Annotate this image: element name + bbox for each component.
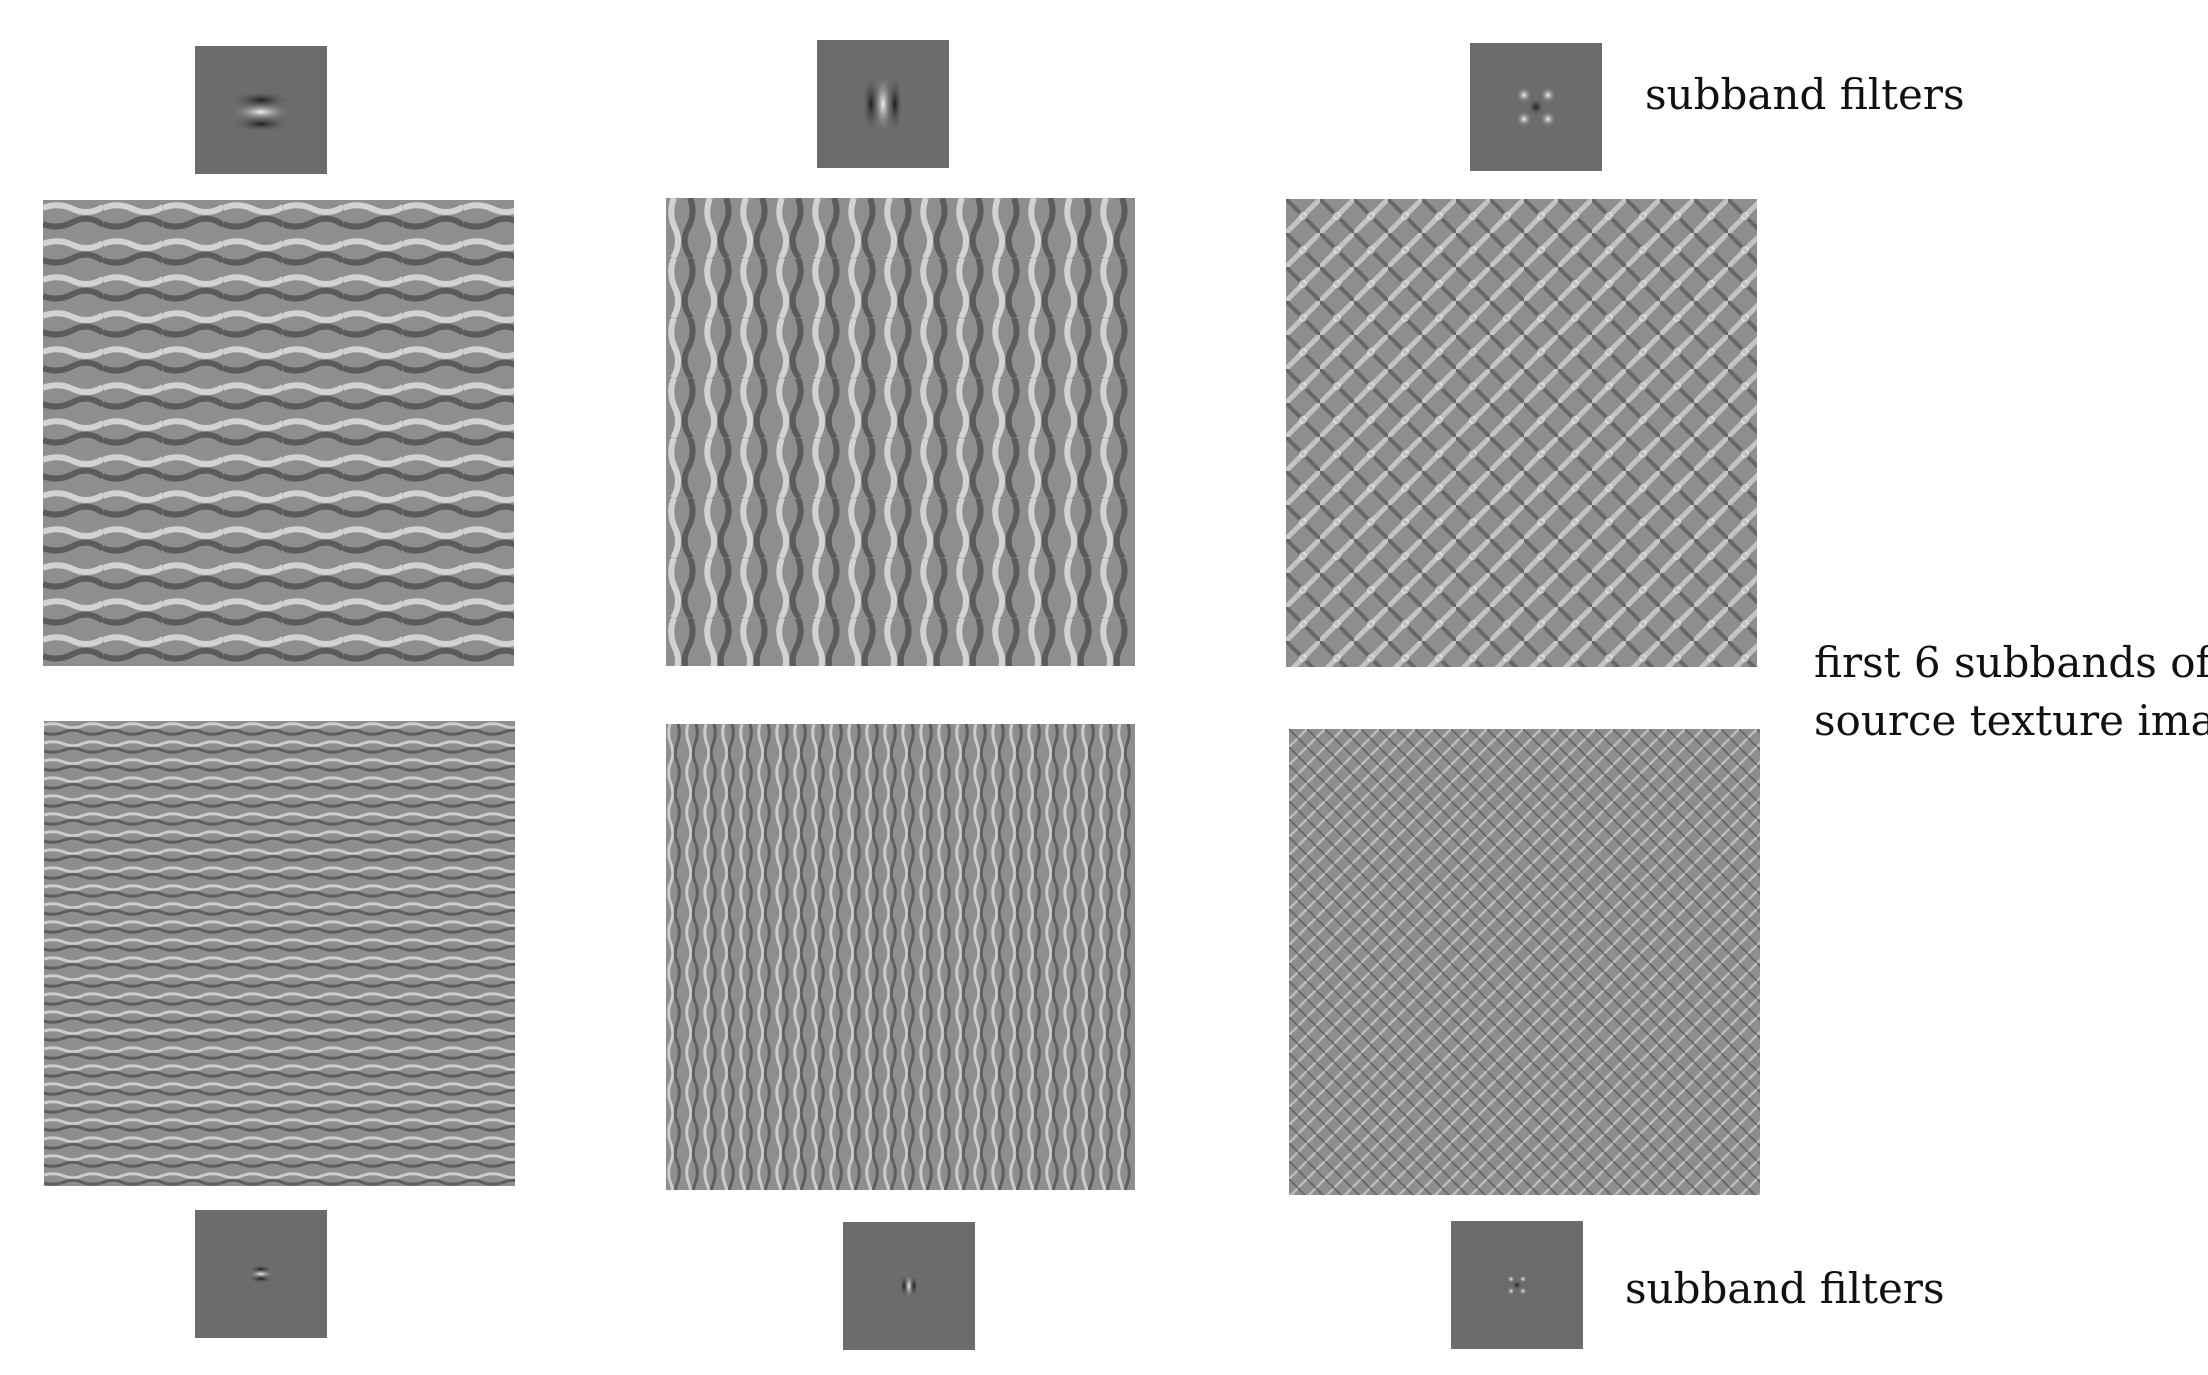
filter-top-diagonal [1470, 43, 1602, 171]
subband-row1-horizontal [43, 200, 514, 666]
filter-bottom-diagonal [1451, 1221, 1583, 1349]
subbands-label-line2: source texture image [1814, 696, 2208, 745]
subband-row2-diagonal [1289, 729, 1760, 1195]
filter-top-horizontal [195, 46, 327, 174]
filter-top-vertical [817, 40, 949, 168]
filter-bottom-vertical [843, 1222, 975, 1350]
subband-row2-horizontal [44, 721, 515, 1186]
subband-row1-vertical [666, 198, 1135, 666]
bottom-filters-label: subband filters [1625, 1264, 1945, 1313]
top-filters-label: subband filters [1645, 70, 1965, 119]
subband-row2-vertical [666, 724, 1135, 1190]
subbands-label-line1: first 6 subbands of [1814, 638, 2208, 687]
subband-row1-diagonal [1286, 199, 1757, 667]
filter-bottom-horizontal [195, 1210, 327, 1338]
